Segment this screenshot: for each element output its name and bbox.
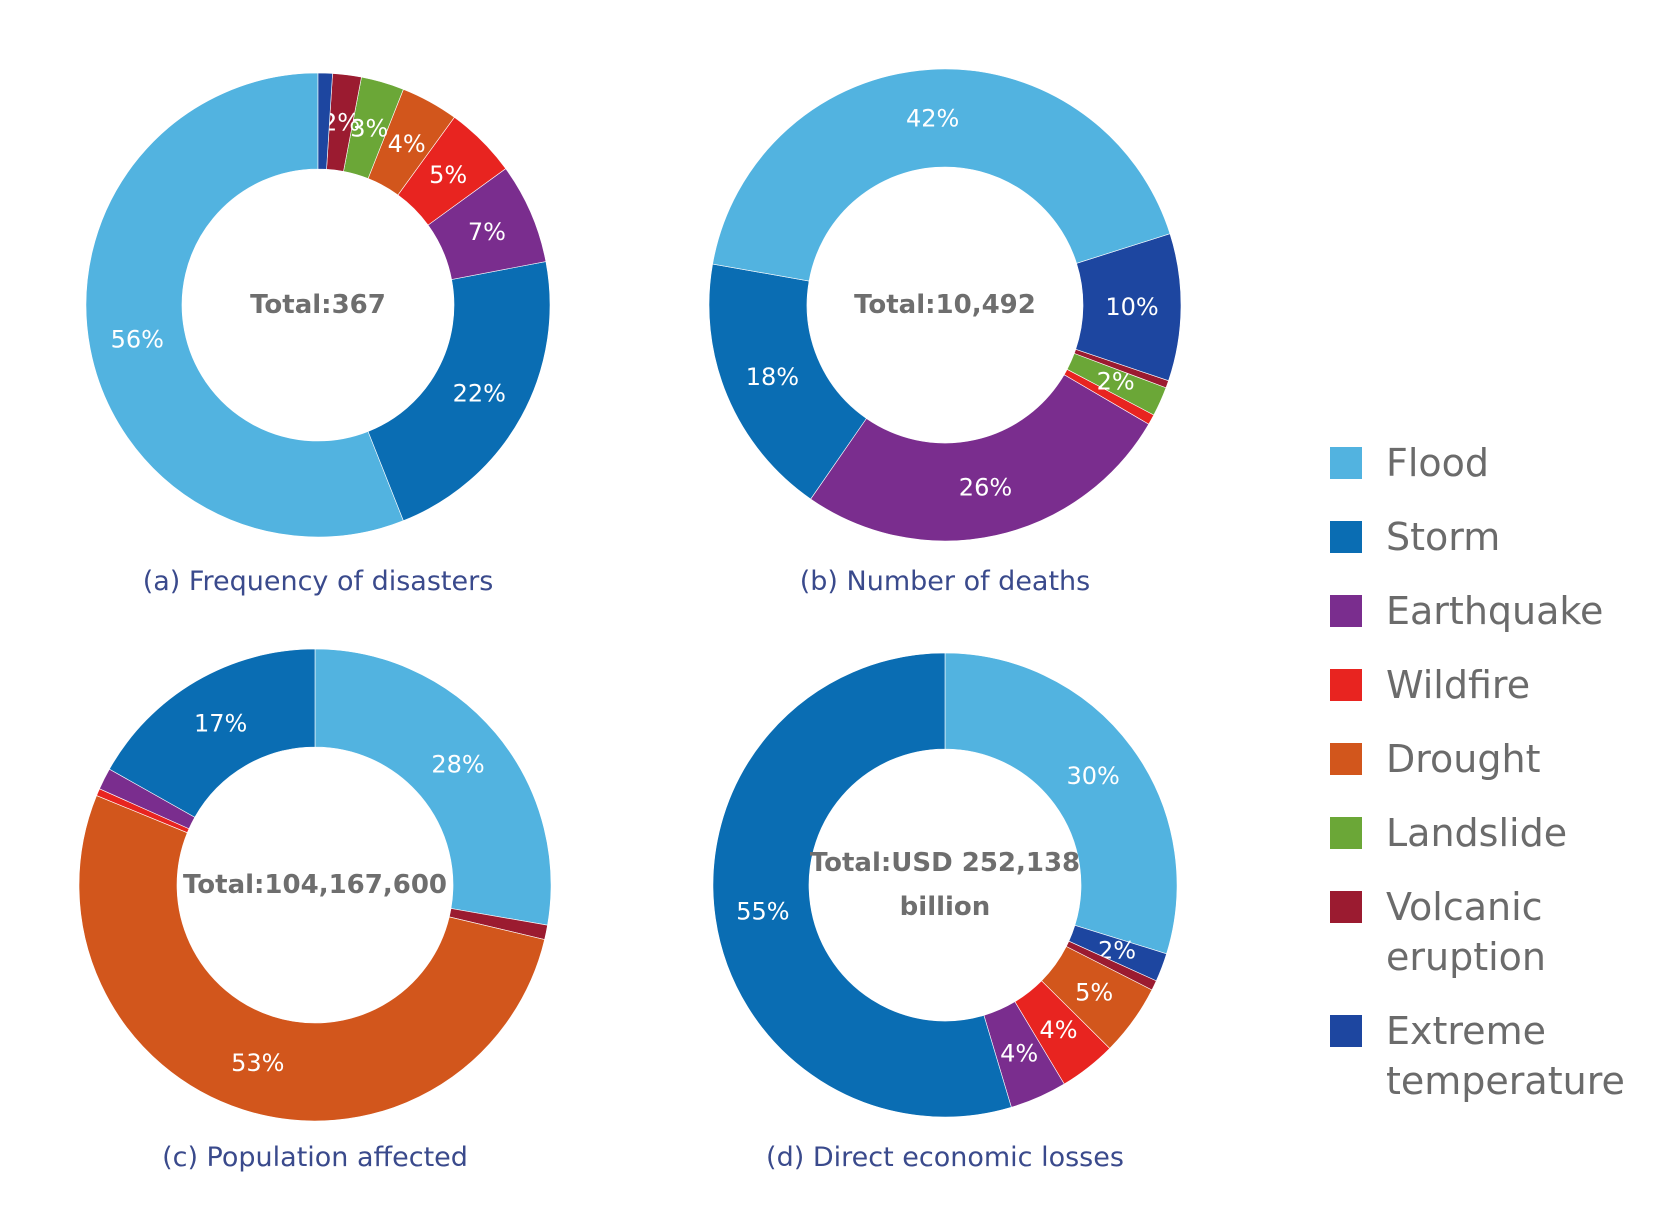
legend-swatch-storm	[1330, 521, 1362, 553]
legend-item-volcanic: Volcanic eruption	[1330, 885, 1546, 979]
legend-label: Drought	[1386, 737, 1541, 781]
total-label: Total:10,492	[854, 290, 1036, 320]
legend-swatch-landslide	[1330, 817, 1362, 849]
chart-caption: (d) Direct economic losses	[766, 1142, 1124, 1173]
slice-flood	[944, 652, 1178, 955]
slice-label-wildfire: 4%	[1039, 1016, 1077, 1044]
slice-label-storm: 18%	[746, 363, 799, 391]
chart-caption: (c) Population affected	[162, 1142, 468, 1173]
legend-label: Volcanic	[1386, 885, 1543, 929]
slice-storm	[367, 261, 551, 522]
donut-chart-3: 30%2%5%4%4%55%Total:USD 252,138billion(d…	[712, 652, 1178, 1173]
slice-label-storm: 17%	[194, 710, 247, 738]
slice-earthquake	[810, 374, 1150, 542]
legend-label: eruption	[1386, 935, 1546, 979]
slice-flood	[712, 68, 1171, 282]
slice-label-flood: 42%	[906, 104, 959, 132]
legend-swatch-earthquake	[1330, 595, 1362, 627]
slice-label-earthquake: 26%	[959, 474, 1012, 502]
legend-item-earthquake: Earthquake	[1330, 589, 1603, 633]
chart-caption: (b) Number of deaths	[800, 566, 1091, 597]
legend-swatch-volcanic	[1330, 891, 1362, 923]
slice-label-flood: 56%	[111, 325, 164, 353]
slice-label-earthquake: 7%	[468, 218, 506, 246]
total-label: Total:367	[250, 290, 386, 320]
legend-item-landslide: Landslide	[1330, 811, 1567, 855]
legend-label: Flood	[1386, 441, 1489, 485]
donut-chart-2: 28% 53% 17% Total:104,167,600 (c) Population…	[78, 648, 552, 1173]
legend-item-flood: Flood	[1330, 441, 1489, 485]
slice-drought	[78, 795, 545, 1122]
slice-label-earthquake: 4%	[1000, 1039, 1038, 1067]
donut-chart-1: 18%26%2%10%42%Total:10,492(b) Number of …	[708, 68, 1182, 597]
legend-item-wildfire: Wildfire	[1330, 663, 1530, 707]
legend-swatch-wildfire	[1330, 669, 1362, 701]
slice-label-wildfire: 5%	[429, 161, 467, 189]
slice-storm	[712, 652, 1012, 1118]
chart-caption: (a) Frequency of disasters	[143, 566, 494, 597]
slice-label-drought: 53%	[231, 1049, 284, 1077]
slice-label-storm: 55%	[736, 898, 789, 926]
legend-label: Extreme	[1386, 1009, 1546, 1053]
legend-label: Wildfire	[1386, 663, 1530, 707]
legend-label: Storm	[1386, 515, 1500, 559]
donut-chart-0: 56%22%7%5%4%3%2%Total:367(a) Frequency o…	[85, 72, 551, 597]
legend-label: temperature	[1386, 1059, 1625, 1103]
slice-label-flood: 30%	[1066, 762, 1119, 790]
slice-label-landslide: 3%	[350, 114, 388, 142]
slice-label-storm: 22%	[453, 380, 506, 408]
legend-item-drought: Drought	[1330, 737, 1541, 781]
slice-label-drought: 5%	[1075, 979, 1113, 1007]
legend-item-extreme: Extreme temperature	[1330, 1009, 1625, 1103]
slice-storm	[108, 648, 316, 818]
legend-label: Landslide	[1386, 811, 1567, 855]
legend-swatch-drought	[1330, 743, 1362, 775]
total-label: Total:USD 252,138	[810, 848, 1080, 878]
slice-label-drought: 4%	[388, 130, 426, 158]
legend-item-storm: Storm	[1330, 515, 1500, 559]
slice-label-flood: 28%	[431, 751, 484, 779]
legend-swatch-flood	[1330, 447, 1362, 479]
total-label: Total:104,167,600	[183, 870, 447, 900]
legend-label: Earthquake	[1386, 589, 1603, 633]
total-label: billion	[900, 892, 991, 922]
slice-extreme	[317, 72, 333, 170]
slice-storm	[708, 263, 867, 500]
slice-flood	[314, 648, 552, 926]
legend: Flood Storm Earthquake Wildfire Drought Lands…	[1330, 441, 1625, 1103]
slice-label-extreme: 10%	[1105, 293, 1158, 321]
legend-swatch-extreme	[1330, 1015, 1362, 1047]
slice-flood	[85, 72, 404, 538]
charts-layer: 56%22%7%5%4%3%2%Total:367(a) Frequency o…	[78, 68, 1182, 1173]
